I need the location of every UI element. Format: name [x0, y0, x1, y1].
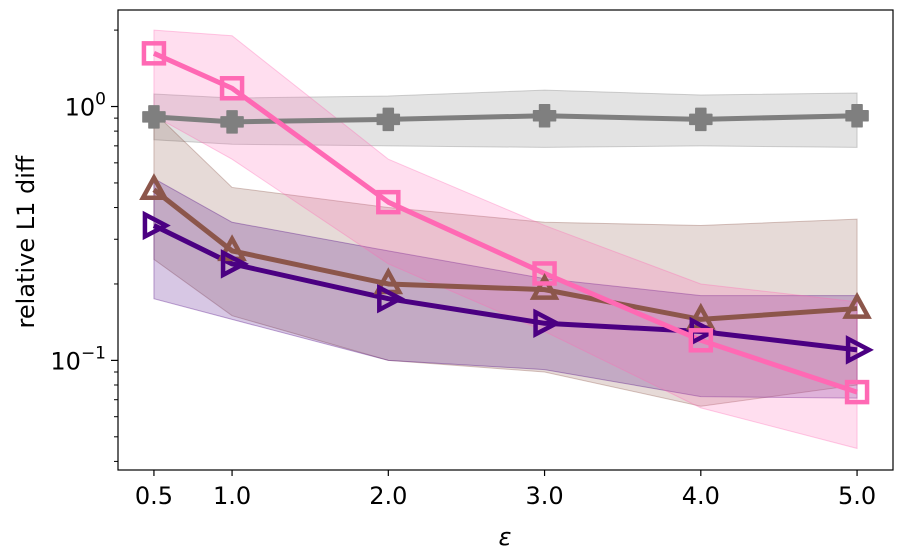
series-lines: [152, 51, 858, 395]
indigo-triangle-point: [142, 210, 171, 241]
series-markers: [139, 41, 874, 405]
x-tick-label: 2.0: [369, 482, 407, 510]
pink-square-point: [141, 41, 167, 66]
y-tick-label: 100: [65, 90, 106, 122]
pink-square-line: [152, 51, 858, 395]
plot-frame: [117, 9, 894, 471]
y-axis-label: relative L1 diff: [12, 155, 40, 328]
brown-triangle-point: [139, 173, 169, 201]
pink-square-band: [153, 29, 858, 450]
x-tick-label: 0.5: [135, 482, 173, 510]
y-axis-ticks: 100 10−1: [50, 29, 118, 462]
x-tick-label: 1.0: [213, 482, 251, 510]
indigo-triangle-point: [220, 249, 249, 279]
gray-plus-point: [220, 110, 244, 134]
pink-square-point: [376, 189, 401, 215]
gray-plus-point: [689, 107, 713, 132]
gray-plus-point: [142, 105, 166, 129]
indigo-triangle-point: [377, 283, 406, 314]
x-tick-label: 3.0: [525, 482, 563, 510]
x-axis-ticks: 0.5 1.0 2.0 3.0 4.0 5.0: [135, 470, 876, 510]
x-axis-label: ε: [499, 523, 512, 551]
indigo-triangle-point: [533, 308, 562, 339]
confidence-bands: [153, 29, 858, 450]
brown-triangle-line: [152, 187, 858, 322]
pink-square-point: [688, 328, 714, 353]
gray-plus-point: [532, 103, 557, 128]
gray-plus-point: [376, 107, 401, 132]
pink-square-point: [219, 76, 245, 101]
brown-triangle-point: [842, 291, 872, 319]
indigo-triangle-point: [845, 335, 874, 365]
pink-square-point: [532, 261, 557, 286]
y-tick-label: 10−1: [50, 343, 106, 375]
x-tick-label: 4.0: [682, 482, 720, 510]
gray-plus-line: [153, 113, 858, 125]
pink-square-point: [844, 379, 870, 405]
gray-plus-point: [845, 103, 869, 128]
x-tick-label: 5.0: [838, 482, 876, 510]
indigo-triangle-line: [152, 223, 858, 353]
brown-triangle-point: [529, 272, 560, 300]
